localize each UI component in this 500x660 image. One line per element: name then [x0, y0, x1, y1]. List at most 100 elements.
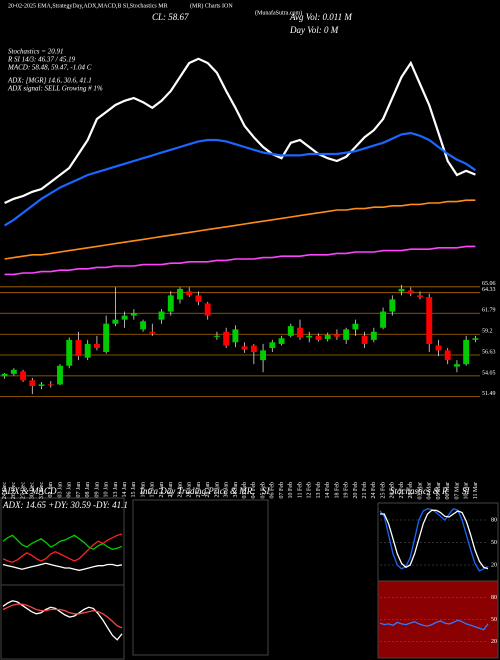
y-tick-label: 50	[491, 540, 497, 546]
x-tick-label: 26 Dec	[11, 482, 17, 499]
x-tick-label: 21 Feb	[362, 482, 368, 499]
x-tick-label: 14 Jan	[122, 482, 128, 498]
candle-body	[315, 335, 322, 340]
x-tick-label: 31 Jan	[233, 482, 239, 498]
avg-vol: Avg Vol: 0.011 M	[289, 12, 352, 22]
x-tick-label: 28 Feb	[408, 482, 414, 499]
candle-body	[435, 345, 442, 351]
candle-body	[250, 345, 257, 353]
x-tick-label: 31 Dec	[39, 482, 45, 499]
indicator-line	[2, 600, 123, 641]
candle-body	[130, 313, 137, 316]
indicator-line	[2, 562, 123, 571]
site: (MR) Charts ION	[190, 2, 233, 9]
indicator-line	[379, 508, 489, 572]
candle-body	[204, 303, 211, 316]
candle-body	[84, 343, 91, 358]
candle-body	[472, 338, 479, 340]
x-tick-label: 02 Jan	[48, 482, 54, 498]
intraday-si: SI	[262, 486, 271, 496]
candle-body	[232, 329, 239, 343]
x-tick-label: 04 Mar	[427, 482, 433, 500]
candle-body	[167, 295, 174, 312]
candle-body	[343, 329, 350, 340]
y-tick-label: 54.05	[482, 370, 496, 376]
candle-body	[361, 335, 368, 344]
adx-panel	[0, 497, 125, 660]
candle-body	[444, 350, 451, 361]
candle-body	[398, 288, 405, 292]
x-tick-label: 07 Mar	[454, 482, 460, 500]
x-tick-label: 05 Mar	[436, 482, 442, 500]
x-tick-label: 04 Feb	[251, 482, 257, 499]
x-tick-label: 27 Dec	[20, 482, 26, 499]
x-tick-label: 08 Jan	[85, 482, 91, 498]
candle-body	[287, 326, 294, 336]
stoch-title: Stochastics & R	[390, 486, 448, 496]
candle-body	[407, 290, 414, 294]
candle-body	[463, 339, 470, 365]
x-tick-label: 20 Feb	[353, 482, 359, 499]
y-tick-label: 20	[491, 639, 497, 645]
candle-body	[20, 371, 27, 381]
x-tick-label: 06 Jan	[67, 482, 73, 498]
moving-average	[4, 131, 477, 227]
x-tick-label: 24 Jan	[187, 482, 193, 498]
moving-average	[4, 57, 476, 205]
x-tick-label: 10 Mar	[464, 482, 470, 500]
candle-body	[47, 384, 54, 386]
candle-body	[121, 315, 128, 320]
stoch-si: SI	[462, 486, 471, 496]
adx-label: ADX: [MGR] 14.6, 30.6, 41.1	[7, 77, 92, 85]
candle-body	[93, 343, 100, 348]
y-tick-label: 80	[491, 595, 497, 601]
candle-body	[333, 334, 340, 337]
x-tick-label: 10 Jan	[104, 482, 110, 498]
adx-signal: ADX signal: SELL Growing # 1%	[7, 85, 103, 93]
candle-body	[241, 346, 248, 350]
indicator-line	[2, 603, 123, 629]
candle-body	[278, 338, 285, 344]
indicator-line	[380, 509, 489, 570]
x-tick-label: 14 Feb	[325, 482, 331, 499]
candle-body	[158, 311, 165, 320]
x-tick-label: 07 Jan	[76, 482, 82, 498]
y-tick-label: 50	[491, 617, 497, 623]
x-tick-label: 17 Jan	[150, 482, 156, 498]
adx-title: ADX & MACD	[1, 486, 57, 496]
x-tick-label: 13 Feb	[316, 482, 322, 499]
candle-body	[453, 364, 460, 367]
x-tick-label: 12 Feb	[307, 482, 313, 499]
candle-body	[269, 342, 276, 348]
candle-body	[149, 331, 156, 334]
ribbon: 20-02-2025 EMA,StrategyDay,ADX,MACD,B SI…	[8, 3, 168, 9]
y-tick-label: 51.49	[482, 391, 496, 397]
indicator-line	[2, 533, 123, 563]
candle-body	[417, 295, 423, 297]
candle-body	[29, 380, 36, 387]
x-tick-label: 11 Feb	[297, 482, 303, 498]
x-tick-label: 03 Feb	[242, 482, 248, 499]
x-tick-label: 03 Mar	[417, 482, 423, 500]
candle-body	[140, 321, 147, 330]
candle-body	[38, 384, 45, 387]
candle-body	[177, 288, 183, 300]
x-tick-label: 13 Jan	[113, 482, 119, 498]
x-tick-label: 23 Jan	[177, 482, 183, 498]
candle-body	[297, 327, 303, 338]
indicator-line	[379, 619, 489, 631]
source: (MunafaSutra.com)	[255, 9, 302, 16]
y-tick-label: 20	[491, 562, 497, 568]
close-label: CL: 58.67	[152, 12, 189, 22]
x-tick-label: 07 Feb	[279, 482, 285, 499]
indicator-line	[2, 534, 123, 551]
y-tick-label: 64.33	[482, 287, 496, 293]
candle-body	[10, 369, 17, 374]
candle-body	[186, 291, 193, 296]
candle-body	[370, 331, 377, 340]
x-tick-label: 24 Dec	[2, 482, 8, 499]
candle-body	[213, 335, 220, 337]
stoch-label: Stochastics = 20.91	[8, 48, 63, 56]
candle-body	[324, 335, 331, 340]
y-tick-label: 61.79	[482, 308, 496, 314]
